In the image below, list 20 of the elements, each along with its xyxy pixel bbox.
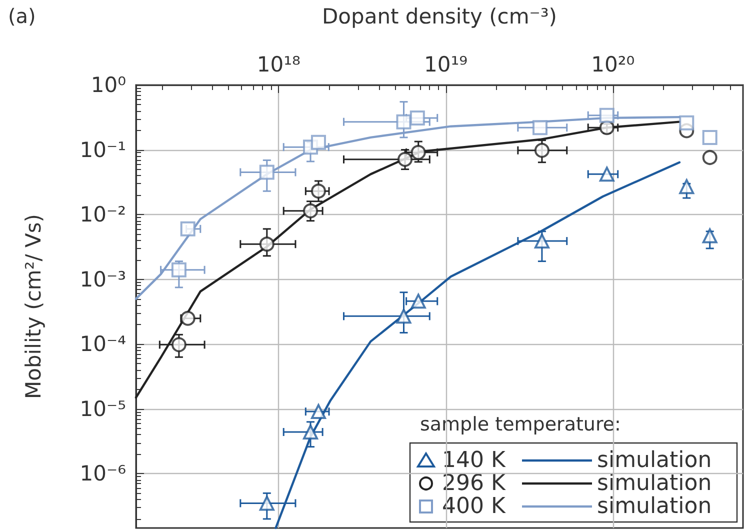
x-axis-title: Dopant density (cm⁻³)	[322, 4, 557, 28]
y-tick-label: 10⁻²	[80, 202, 126, 227]
legend-label: 140 K	[442, 448, 506, 473]
y-tick-label: 10⁻⁶	[80, 462, 126, 486]
y-tick-label: 10⁻⁵	[80, 396, 126, 421]
x-tick-label: 10¹⁹	[424, 52, 468, 76]
y-tick-label: 10⁻³	[80, 267, 126, 292]
text: (a)	[8, 4, 36, 28]
y-axis-title: Mobility (cm²/ Vs)	[22, 214, 46, 400]
x-tick-label: 10¹⁸	[256, 52, 300, 76]
legend-label: 296 K	[442, 471, 506, 496]
y-tick-label: 10⁻⁴	[80, 332, 126, 356]
legend-label: 400 K	[442, 494, 506, 519]
legend-title: sample temperature:	[420, 414, 621, 436]
y-tick-label: 10⁻¹	[80, 138, 126, 162]
x-tick-label: 10²⁰	[591, 52, 635, 76]
legend-label: simulation	[597, 494, 712, 519]
legend-label: simulation	[597, 448, 712, 473]
legend-label: simulation	[597, 471, 712, 496]
y-tick-label: 10⁰	[90, 73, 126, 97]
